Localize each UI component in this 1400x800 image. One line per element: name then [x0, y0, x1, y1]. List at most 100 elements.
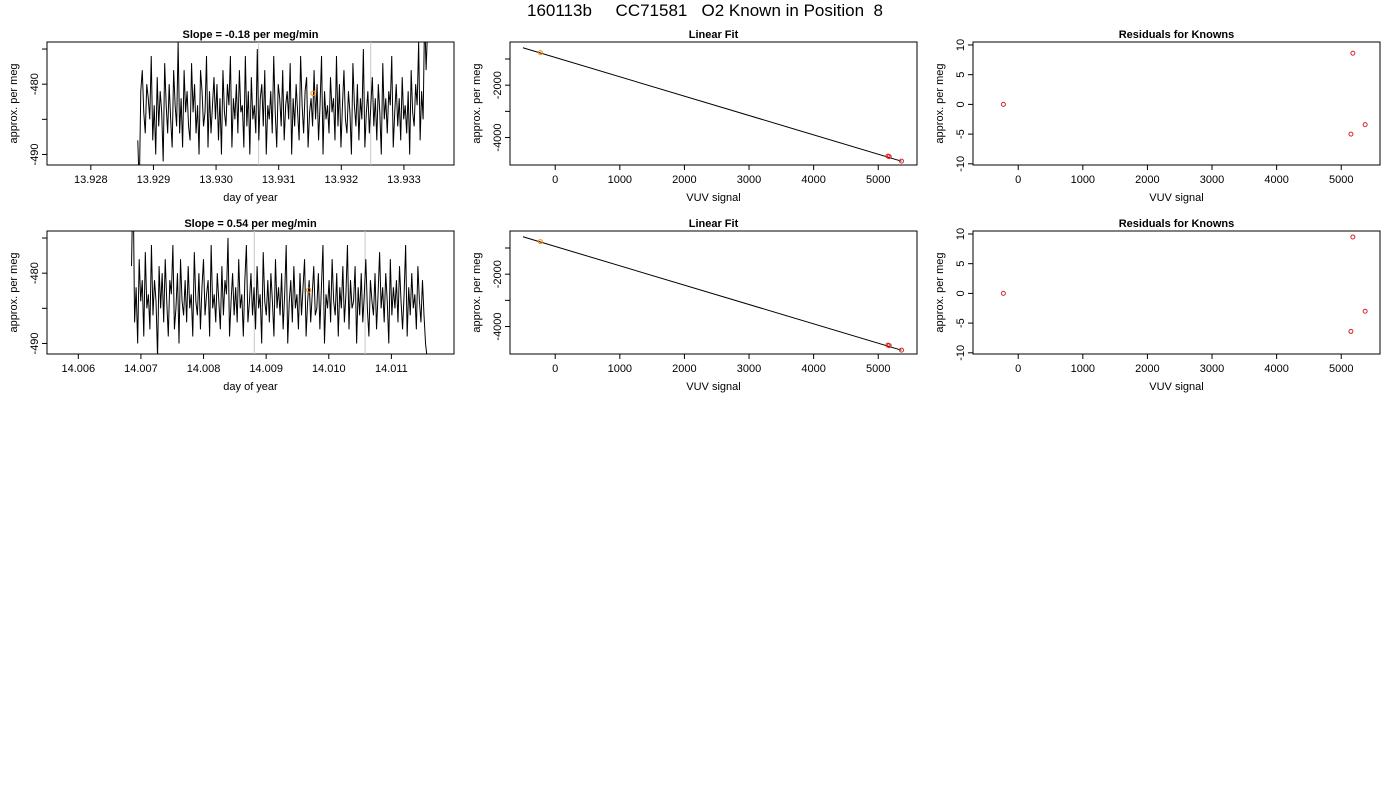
x-tick-label: 2000: [1135, 363, 1159, 375]
x-tick-label: 14.007: [124, 363, 158, 375]
plot-frame: [46, 230, 455, 355]
plot-frame: [46, 41, 455, 166]
x-tick-label: 14.010: [312, 363, 346, 375]
chart-res1: Residuals for Knowns 0 1000 2000 3000 4000 500…: [934, 29, 1381, 204]
plot-frame: [972, 41, 1381, 166]
plot-area: [1000, 50, 1368, 137]
data-point: [1350, 234, 1356, 240]
chart-title: Linear Fit: [689, 218, 739, 230]
y-tick-label: 0: [955, 290, 967, 296]
chart-ts2: Slope = 0.54 per meg/min 14.006 14.007 14.0…: [8, 218, 455, 393]
data-point: [1350, 50, 1356, 56]
y-tick-label: 5: [955, 261, 967, 267]
x-tick-label: 0: [552, 363, 558, 375]
x-tick-label: 13.929: [137, 174, 171, 186]
x-tick-label: 1000: [1071, 363, 1095, 375]
x-tick-label: 2000: [672, 174, 696, 186]
y-axis-label: approx. per meg: [8, 63, 20, 143]
plot-area: [131, 231, 428, 354]
chart-fit2: Linear Fit 0 1000 2000 3000 4000 5000 -4000 -200…: [471, 218, 918, 393]
fit-line: [522, 47, 902, 162]
chart-res2: Residuals for Knowns 0 1000 2000 3000 4000 500…: [934, 218, 1381, 393]
data-point: [1362, 308, 1368, 314]
chart-title: Slope = -0.18 per meg/min: [182, 29, 318, 41]
y-axis-label: approx. per meg: [471, 63, 483, 143]
x-tick-label: 0: [1015, 363, 1021, 375]
x-axis-label: day of year: [223, 381, 278, 393]
x-tick-label: 4000: [1264, 363, 1288, 375]
x-tick-label: 0: [1015, 174, 1021, 186]
plot-area: [137, 42, 428, 165]
chart-title: Residuals for Knowns: [1119, 218, 1235, 230]
y-tick-label: -2000: [492, 71, 504, 99]
data-point: [537, 50, 543, 56]
chart-title: Slope = 0.54 per meg/min: [184, 218, 317, 230]
x-axis-label: VUV signal: [1149, 192, 1203, 204]
x-tick-label: 3000: [1200, 174, 1224, 186]
y-tick-label: -2000: [492, 260, 504, 288]
x-tick-label: 5000: [1329, 363, 1353, 375]
chart-title: Residuals for Knowns: [1119, 29, 1235, 41]
y-tick-label: -5: [955, 129, 967, 139]
y-tick-label: -10: [955, 156, 967, 172]
x-tick-label: 14.006: [61, 363, 95, 375]
x-axis-label: VUV signal: [1149, 381, 1203, 393]
x-tick-label: 2000: [1135, 174, 1159, 186]
page-title: 160113b CC71581 O2 Known in Position 8: [527, 1, 883, 20]
data-point: [886, 343, 892, 349]
x-tick-label: 4000: [801, 174, 825, 186]
y-tick-label: 5: [955, 72, 967, 78]
y-tick-label: 10: [955, 39, 967, 51]
x-tick-label: 3000: [737, 174, 761, 186]
plot-frame: [509, 230, 918, 355]
data-point: [886, 154, 892, 160]
y-axis-label: approx. per meg: [471, 252, 483, 332]
y-tick-label: -4000: [492, 312, 504, 340]
y-tick-label: 0: [955, 101, 967, 107]
x-tick-label: 13.932: [324, 174, 358, 186]
data-point: [1362, 122, 1368, 128]
x-axis-label: day of year: [223, 192, 278, 204]
x-tick-label: 14.008: [187, 363, 221, 375]
y-tick-label: -490: [29, 332, 41, 354]
data-point: [898, 158, 904, 164]
average-marker: [306, 287, 312, 293]
x-tick-label: 2000: [672, 363, 696, 375]
x-tick-label: 1000: [608, 174, 632, 186]
x-tick-label: 4000: [801, 363, 825, 375]
y-tick-label: 10: [955, 228, 967, 240]
x-axis-label: VUV signal: [686, 192, 740, 204]
x-tick-label: 0: [552, 174, 558, 186]
plot-frame: [972, 230, 1381, 355]
chart-ts1: Slope = -0.18 per meg/min 13.928 13.929 13.…: [8, 29, 455, 204]
fit-line: [522, 236, 902, 351]
y-axis-label: approx. per meg: [934, 252, 946, 332]
x-tick-label: 1000: [608, 363, 632, 375]
x-tick-label: 4000: [1264, 174, 1288, 186]
y-axis-label: approx. per meg: [8, 252, 20, 332]
y-tick-label: -5: [955, 318, 967, 328]
x-axis-label: VUV signal: [686, 381, 740, 393]
plot-area: [1000, 234, 1368, 334]
y-axis-label: approx. per meg: [934, 63, 946, 143]
data-point: [898, 347, 904, 353]
x-tick-label: 13.933: [387, 174, 421, 186]
x-tick-label: 14.009: [249, 363, 283, 375]
y-tick-label: -480: [29, 73, 41, 95]
x-tick-label: 1000: [1071, 174, 1095, 186]
x-tick-label: 3000: [737, 363, 761, 375]
data-trace: [137, 42, 428, 165]
data-point: [1000, 101, 1006, 107]
chart-fit1: Linear Fit 0 1000 2000 3000 4000 5000 -4000 -200…: [471, 29, 918, 204]
y-tick-label: -490: [29, 143, 41, 165]
data-point: [1000, 290, 1006, 296]
y-tick-label: -10: [955, 345, 967, 361]
x-tick-label: 13.928: [74, 174, 108, 186]
data-point: [1348, 131, 1354, 137]
data-trace: [131, 231, 428, 354]
y-tick-label: -4000: [492, 123, 504, 151]
x-tick-label: 13.930: [199, 174, 233, 186]
x-tick-label: 13.931: [262, 174, 296, 186]
data-point: [537, 239, 543, 245]
